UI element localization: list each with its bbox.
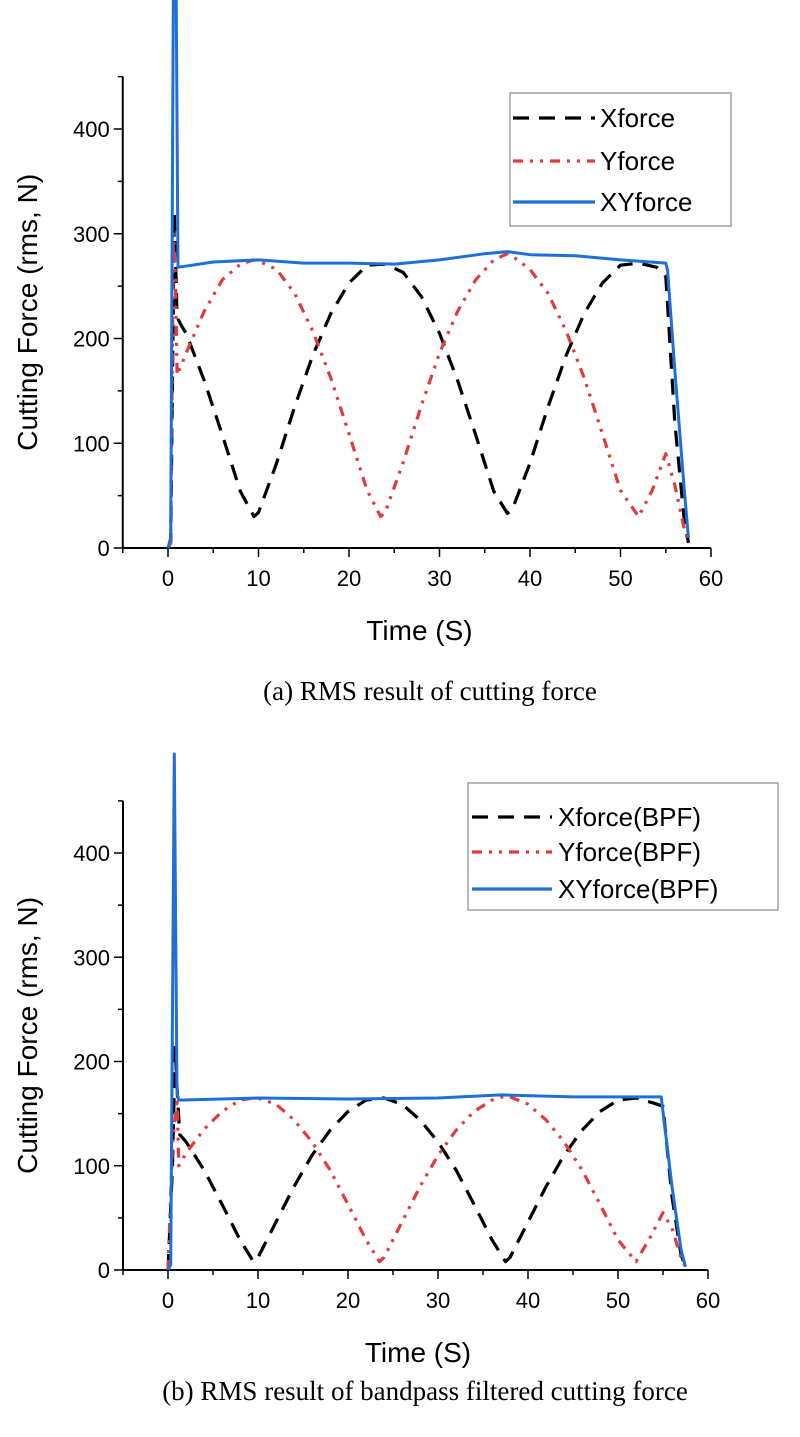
y-tick-label: 0 — [98, 1258, 110, 1283]
x-tick-label: 50 — [608, 566, 632, 591]
chart-caption: (a) RMS result of cutting force — [263, 676, 597, 706]
legend-label: Yforce — [600, 146, 675, 176]
y-tick-label: 0 — [98, 536, 110, 561]
y-tick-label: 400 — [73, 117, 110, 142]
series-line-yforcebpf — [166, 1094, 687, 1271]
series-line-xyforce — [166, 0, 690, 549]
legend-label: Yforce(BPF) — [558, 837, 701, 867]
legend-label: XYforce — [600, 187, 693, 217]
chart-a: 0 10 20 30 40 50 60 0 100 200 300 400 Time (S) Cuttin… — [12, 0, 732, 706]
x-tick-label: 60 — [699, 566, 723, 591]
x-tick-label: 30 — [427, 566, 451, 591]
x-tick-label: 40 — [516, 1288, 540, 1313]
y-tick-label: 300 — [73, 222, 110, 247]
legend-label: XYforce(BPF) — [558, 874, 718, 904]
y-tick-label: 300 — [73, 945, 110, 970]
series-line-yforce — [166, 232, 690, 549]
x-axis-label: Time (S) — [366, 615, 472, 646]
x-tick-label: 60 — [696, 1288, 720, 1313]
x-tick-label: 40 — [518, 566, 542, 591]
chart-caption: (b) RMS result of bandpass filtered cutt… — [162, 1376, 688, 1406]
legend-label: Xforce(BPF) — [558, 802, 701, 832]
x-tick-label: 20 — [336, 1288, 360, 1313]
y-tick-label: 400 — [73, 841, 110, 866]
series-line-xforce — [166, 211, 690, 549]
y-tick-label: 200 — [73, 1050, 110, 1075]
x-tick-label: 30 — [426, 1288, 450, 1313]
x-tick-label: 10 — [246, 1288, 270, 1313]
legend-box — [509, 92, 732, 227]
x-tick-label: 20 — [337, 566, 361, 591]
legend-label: Xforce — [600, 103, 675, 133]
y-axis-label: Cutting Force (rms, N) — [12, 174, 43, 451]
x-tick-label: 0 — [162, 1288, 174, 1313]
legend: Xforce Yforce XYforce — [509, 92, 732, 227]
y-tick-label: 100 — [73, 1154, 110, 1179]
x-tick-label: 50 — [606, 1288, 630, 1313]
x-axis-label: Time (S) — [365, 1337, 471, 1368]
y-tick-label: 100 — [73, 431, 110, 456]
series-line-xforcebpf — [166, 1044, 688, 1271]
chart-b: 0 10 20 30 40 50 60 0 100 200 300 400 Time (S) Cuttin… — [12, 752, 779, 1406]
y-tick-label: 200 — [73, 327, 110, 352]
series-line-xyforcebpf — [166, 752, 687, 1271]
x-tick-label: 0 — [162, 566, 174, 591]
legend: Xforce(BPF) Yforce(BPF) XYforce(BPF) — [467, 782, 779, 911]
y-axis-label: Cutting Force (rms, N) — [12, 897, 43, 1174]
x-tick-label: 10 — [246, 566, 270, 591]
